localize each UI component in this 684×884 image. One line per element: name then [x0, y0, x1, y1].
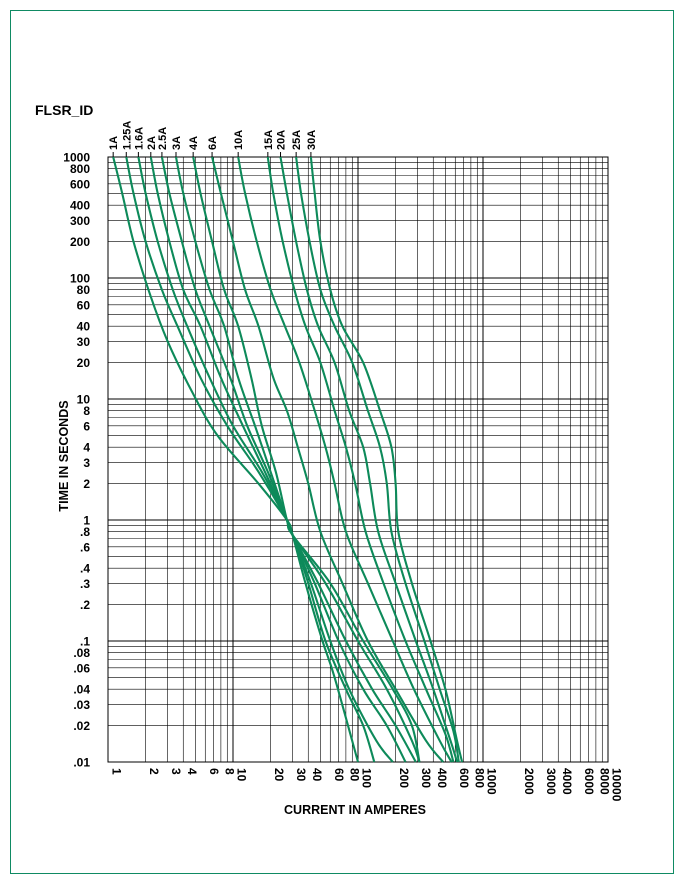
x-tick-label: 8000 — [597, 768, 611, 795]
x-tick-label: 2 — [147, 768, 161, 775]
y-axis-label: TIME IN SECONDS — [57, 400, 71, 511]
x-tick-label: 1000 — [485, 768, 499, 795]
series-label: 20A — [276, 130, 288, 150]
x-tick-label: 10000 — [610, 768, 624, 802]
y-tick-label: .4 — [80, 562, 90, 576]
x-tick-label: 60 — [332, 768, 346, 782]
series-label: 15A — [263, 130, 275, 150]
curve-4A — [192, 156, 421, 763]
x-tick-label: 3000 — [544, 768, 558, 795]
x-tick-label: 6000 — [582, 768, 596, 795]
curve-1.25A — [125, 156, 376, 763]
x-tick-label: 4 — [185, 768, 199, 775]
y-tick-label: .3 — [80, 577, 90, 591]
y-tick-label: 3 — [83, 456, 90, 470]
y-tick-label: .03 — [73, 698, 90, 712]
y-tick-label: 2 — [83, 477, 90, 491]
y-tick-label: 80 — [77, 283, 91, 297]
y-tick-label: 4 — [83, 441, 90, 455]
x-tick-label: 400 — [435, 768, 449, 788]
series-label: 2A — [146, 136, 158, 150]
series-label: 1A — [108, 136, 120, 150]
y-tick-label: 6 — [83, 419, 90, 433]
y-tick-label: .01 — [73, 756, 90, 770]
x-tick-label: 6 — [207, 768, 221, 775]
x-tick-label: 600 — [457, 768, 471, 788]
y-tick-label: .06 — [73, 661, 90, 675]
x-tick-label: 40 — [310, 768, 324, 782]
x-tick-label: 8 — [222, 768, 236, 775]
y-tick-label: 300 — [70, 214, 90, 228]
tick-labels: 1000800600400300200100806040302010864321… — [63, 121, 623, 802]
curve-1A — [112, 156, 360, 763]
series-label: 10A — [233, 130, 245, 150]
y-tick-label: 1 — [83, 514, 90, 528]
x-tick-label: 10 — [235, 768, 249, 782]
curve-15A — [266, 156, 455, 763]
series-label: 30A — [306, 130, 318, 150]
x-tick-label: 100 — [360, 768, 374, 788]
y-tick-label: .04 — [73, 683, 90, 697]
grid — [107, 156, 609, 763]
series-label: 2.5A — [157, 127, 169, 150]
y-tick-label: 400 — [70, 199, 90, 213]
y-tick-label: .8 — [80, 525, 90, 539]
x-tick-label: 30 — [294, 768, 308, 782]
y-tick-label: .2 — [80, 598, 90, 612]
chart-title: FLSR_ID — [35, 102, 93, 118]
series-label: 1.25A — [121, 121, 133, 150]
curve-30A — [309, 156, 464, 763]
y-tick-label: .02 — [73, 719, 90, 733]
series-label: 4A — [188, 136, 200, 150]
x-tick-label: 300 — [419, 768, 433, 788]
series-label: 1.6A — [133, 127, 145, 150]
curves — [112, 156, 464, 763]
x-tick-label: 4000 — [560, 768, 574, 795]
y-tick-label: 1000 — [63, 151, 90, 165]
y-tick-label: 800 — [70, 162, 90, 176]
series-label: 25A — [291, 130, 303, 150]
x-tick-label: 2000 — [522, 768, 536, 795]
page-frame — [10, 10, 674, 874]
x-axis-label: CURRENT IN AMPERES — [284, 803, 426, 817]
y-tick-label: .6 — [80, 540, 90, 554]
x-tick-label: 200 — [397, 768, 411, 788]
curve-2A — [149, 156, 407, 763]
x-tick-label: 800 — [472, 768, 486, 788]
x-tick-label: 80 — [347, 768, 361, 782]
y-tick-label: 100 — [70, 272, 90, 286]
x-tick-label: 20 — [272, 768, 286, 782]
curve-10A — [237, 156, 453, 763]
y-tick-label: 60 — [77, 298, 91, 312]
y-tick-label: 600 — [70, 177, 90, 191]
y-tick-label: .08 — [73, 646, 90, 660]
x-tick-label: 3 — [169, 768, 183, 775]
x-tick-label: 1 — [110, 768, 124, 775]
curve-25A — [295, 156, 460, 763]
series-label: 6A — [207, 136, 219, 150]
y-tick-label: 30 — [77, 335, 91, 349]
curve-1.6A — [137, 156, 394, 763]
y-tick-label: .1 — [80, 635, 90, 649]
y-tick-label: 10 — [77, 393, 91, 407]
series-label: 3A — [171, 136, 183, 150]
curve-20A — [279, 156, 459, 763]
curve-3A — [174, 156, 421, 763]
curve-2.5A — [160, 156, 417, 763]
curve-6A — [211, 156, 445, 763]
y-tick-label: 200 — [70, 235, 90, 249]
y-tick-label: 20 — [77, 356, 91, 370]
y-tick-label: 40 — [77, 320, 91, 334]
y-tick-label: 8 — [83, 404, 90, 418]
